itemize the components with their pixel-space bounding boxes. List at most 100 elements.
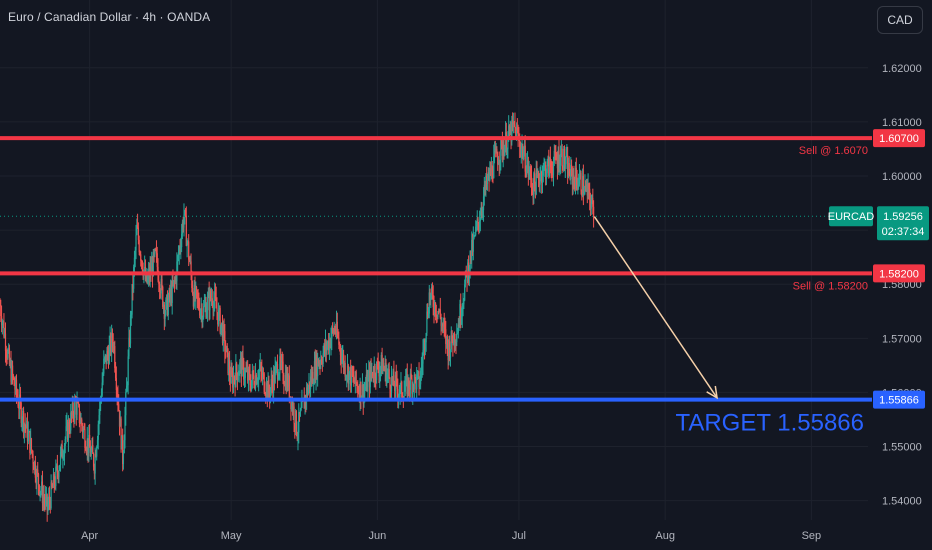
candle-body — [412, 384, 415, 390]
candle-body — [570, 164, 573, 170]
candle-body — [537, 173, 540, 181]
candle-body — [295, 410, 297, 429]
candle-body — [545, 173, 548, 180]
candle-body — [509, 126, 511, 135]
candle-body — [76, 402, 78, 415]
x-tick-label: Aug — [655, 530, 675, 542]
candle-body — [92, 453, 95, 467]
level-price-tag-text: 1.55866 — [879, 395, 919, 407]
candle-body — [4, 333, 7, 352]
candle-body — [184, 210, 187, 216]
candle-body — [450, 331, 452, 350]
candle-body — [271, 378, 273, 384]
candle-body — [355, 371, 357, 384]
candle-body — [274, 367, 276, 383]
candle-body — [226, 346, 228, 349]
candle-body — [33, 461, 36, 470]
currency-button[interactable]: CAD — [877, 6, 923, 34]
candle-body — [28, 431, 30, 433]
candle-body — [153, 252, 155, 255]
candle-body — [581, 175, 584, 196]
candle-body — [280, 356, 282, 364]
candle-body — [480, 211, 482, 220]
candle-body — [113, 346, 115, 348]
candle-body — [424, 342, 426, 350]
candle-body — [361, 384, 364, 397]
candle-body — [560, 148, 562, 155]
candle-body — [56, 465, 58, 467]
candle-body — [151, 263, 153, 274]
candle-body — [298, 412, 300, 433]
candle-body — [360, 381, 362, 401]
candle-body — [575, 167, 577, 180]
candle-body — [285, 374, 287, 391]
candle-body — [589, 188, 591, 200]
candle-body — [67, 422, 69, 441]
candle-body — [467, 262, 470, 279]
candle-body — [521, 145, 523, 149]
candle-body — [207, 292, 209, 298]
candle-body — [129, 314, 132, 344]
candle-body — [53, 474, 55, 486]
candle-body — [181, 233, 183, 248]
candle-body — [553, 150, 555, 163]
candle-body — [580, 172, 582, 192]
candle-body — [222, 324, 224, 344]
candle-body — [66, 422, 68, 427]
candle-body — [306, 387, 308, 402]
y-tick-label: 1.55000 — [882, 442, 922, 454]
candle-body — [0, 316, 3, 326]
level-price-tag-text: 1.58200 — [879, 268, 919, 280]
candle-body — [29, 431, 31, 454]
candle-body — [469, 250, 471, 270]
candle-body — [325, 341, 327, 351]
candle-body — [165, 299, 167, 315]
candle-body — [107, 350, 109, 355]
candle-body — [32, 454, 34, 464]
candle-body — [354, 371, 356, 384]
candle-body — [6, 354, 8, 358]
candle-body — [533, 173, 535, 198]
candle-body — [451, 331, 453, 342]
candle-body — [400, 381, 402, 385]
candle-body — [397, 388, 399, 398]
candle-body — [96, 439, 99, 448]
candle-body — [64, 439, 66, 446]
candle-body — [20, 402, 22, 423]
candle-body — [233, 376, 235, 380]
candle-body — [24, 423, 26, 426]
candle-body — [592, 197, 594, 207]
candle-body — [556, 159, 558, 161]
candle-body — [239, 362, 241, 374]
candle-body — [519, 147, 522, 155]
candle-body — [350, 367, 352, 386]
candle-body — [502, 147, 504, 156]
candle-body — [380, 354, 382, 367]
candle-body — [459, 304, 461, 327]
candle-body — [158, 280, 160, 285]
candle-body — [341, 357, 343, 363]
candle-body — [122, 453, 125, 465]
candle-body — [319, 363, 321, 365]
candle-body — [317, 358, 319, 377]
candle-body — [529, 168, 531, 173]
candle-body — [30, 438, 32, 454]
candle-body — [427, 311, 429, 317]
candle-body — [41, 481, 44, 504]
candle-body — [51, 482, 53, 487]
candle-body — [183, 214, 185, 228]
candle-body — [197, 297, 199, 299]
candle-body — [13, 377, 15, 386]
candle-body — [26, 420, 28, 429]
candle-body — [299, 409, 301, 417]
candle-body — [41, 481, 43, 491]
candle-body — [34, 461, 36, 478]
y-tick-label: 1.61000 — [882, 117, 922, 129]
candle-body — [91, 445, 93, 451]
candle-body — [443, 322, 445, 327]
candle-body — [177, 256, 179, 262]
candle-body — [351, 367, 353, 376]
candle-body — [214, 292, 216, 301]
